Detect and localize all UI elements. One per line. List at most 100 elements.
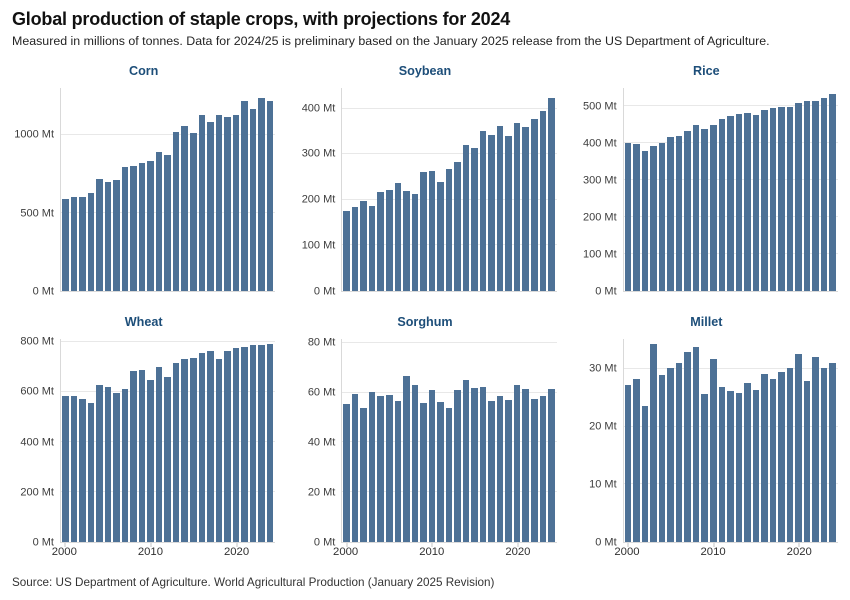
chart-title: Millet — [690, 315, 723, 329]
bar-2000 — [343, 403, 350, 542]
bar-2022 — [249, 109, 257, 291]
chart-body: 0 Mt 20 Mt 40 Mt 60 Mt 80 Mt — [293, 337, 557, 548]
bar-2004 — [658, 374, 666, 542]
bar-2014 — [462, 380, 470, 542]
bar-2006 — [113, 393, 120, 542]
y-tick-label: 500 Mt — [20, 207, 54, 220]
bar-2010 — [147, 160, 154, 291]
x-tick-mark — [64, 543, 66, 547]
bar-2011 — [155, 152, 163, 291]
bar-2001 — [351, 393, 359, 542]
bar-2011 — [718, 386, 726, 542]
y-tick-label: 400 Mt — [301, 102, 336, 115]
bars — [624, 88, 836, 291]
bar-2016 — [479, 387, 487, 542]
chart-title: Wheat — [124, 315, 163, 329]
bar-2016 — [761, 110, 768, 291]
gridline — [342, 107, 557, 109]
bar-2005 — [104, 387, 112, 542]
bar-2022 — [812, 356, 819, 542]
bar-2016 — [198, 352, 206, 542]
x-tick-mark — [346, 543, 348, 547]
bar-2008 — [692, 346, 700, 542]
x-tick-mark — [713, 543, 715, 547]
bar-2003 — [650, 344, 657, 542]
y-tick-label: 100 Mt — [583, 248, 617, 261]
bar-2022 — [531, 118, 538, 291]
gridline — [342, 341, 557, 343]
bar-2012 — [445, 168, 453, 291]
bar-2002 — [79, 196, 86, 291]
bars — [62, 339, 274, 542]
bar-2000 — [343, 210, 350, 291]
bar-2021 — [241, 347, 248, 542]
bar-2024 — [548, 388, 555, 542]
bar-2019 — [786, 368, 794, 542]
x-tick-mark — [150, 543, 152, 547]
y-tick-label: 60 Mt — [307, 386, 336, 399]
bar-2009 — [701, 128, 708, 291]
bars — [343, 88, 555, 291]
bar-2016 — [479, 131, 487, 291]
bars — [62, 88, 274, 291]
bar-2014 — [462, 145, 470, 291]
chart-title: Corn — [128, 64, 159, 78]
bar-2005 — [385, 190, 393, 291]
bar-2001 — [633, 378, 640, 542]
y-tick-label: 400 Mt — [583, 137, 617, 150]
bar-2018 — [778, 371, 785, 542]
bar-2021 — [803, 381, 811, 542]
bar-2004 — [377, 396, 384, 542]
bar-2024 — [266, 100, 274, 291]
bar-2007 — [403, 190, 410, 291]
y-tick-label: 10 Mt — [589, 478, 617, 491]
bar-2016 — [198, 115, 206, 291]
bar-2022 — [812, 101, 819, 291]
gridline — [61, 341, 276, 342]
bar-2008 — [692, 125, 700, 291]
bar-2013 — [172, 362, 180, 542]
bar-2017 — [488, 401, 495, 542]
y-axis: 0 Mt 100 Mt 200 Mt 300 Mt 400 Mt — [293, 88, 341, 297]
bar-2002 — [641, 406, 649, 542]
bar-2006 — [675, 135, 683, 291]
chart-body: 0 Mt 10 Mt 20 Mt 30 Mt — [575, 339, 838, 548]
bar-2019 — [224, 351, 231, 542]
bar-2015 — [471, 147, 478, 291]
y-tick-label: 200 Mt — [583, 211, 617, 224]
bar-2011 — [437, 181, 444, 291]
y-tick-label: 500 Mt — [583, 100, 617, 113]
bar-2007 — [684, 131, 691, 291]
bars — [624, 339, 836, 542]
bar-2013 — [454, 161, 461, 291]
bar-2011 — [155, 367, 163, 542]
y-tick-label: 0 Mt — [595, 285, 617, 298]
bar-2016 — [761, 373, 768, 542]
bar-2000 — [62, 395, 69, 542]
plot-area — [60, 339, 276, 547]
bar-2006 — [675, 363, 683, 542]
bar-2007 — [684, 351, 691, 542]
bar-2018 — [215, 359, 223, 542]
x-tick-label: 2000 — [614, 546, 640, 558]
bar-2010 — [709, 359, 717, 542]
bar-2017 — [769, 108, 777, 291]
chart-millet: Millet 0 Mt 10 Mt 20 Mt 30 Mt 2000 2010 2020 — [575, 309, 838, 560]
page-subtitle: Measured in millions of tonnes. Data for… — [12, 34, 770, 48]
bar-2009 — [138, 370, 146, 542]
y-tick-label: 300 Mt — [301, 147, 336, 160]
plot-area — [622, 88, 838, 292]
bar-2009 — [138, 162, 146, 291]
bar-2010 — [428, 390, 436, 542]
bar-2014 — [744, 382, 751, 542]
bar-2010 — [147, 379, 154, 542]
x-axis: 2000 2010 2020 — [333, 543, 556, 560]
chart-sorghum: Sorghum 0 Mt 20 Mt 40 Mt 60 Mt 80 Mt 2000 2010 2… — [293, 309, 557, 560]
bar-2014 — [181, 358, 188, 542]
x-tick-label: 2020 — [223, 546, 250, 558]
bar-2018 — [496, 126, 504, 291]
bar-2017 — [207, 351, 214, 542]
chart-title: Sorghum — [397, 315, 453, 329]
x-tick-mark — [627, 543, 629, 547]
